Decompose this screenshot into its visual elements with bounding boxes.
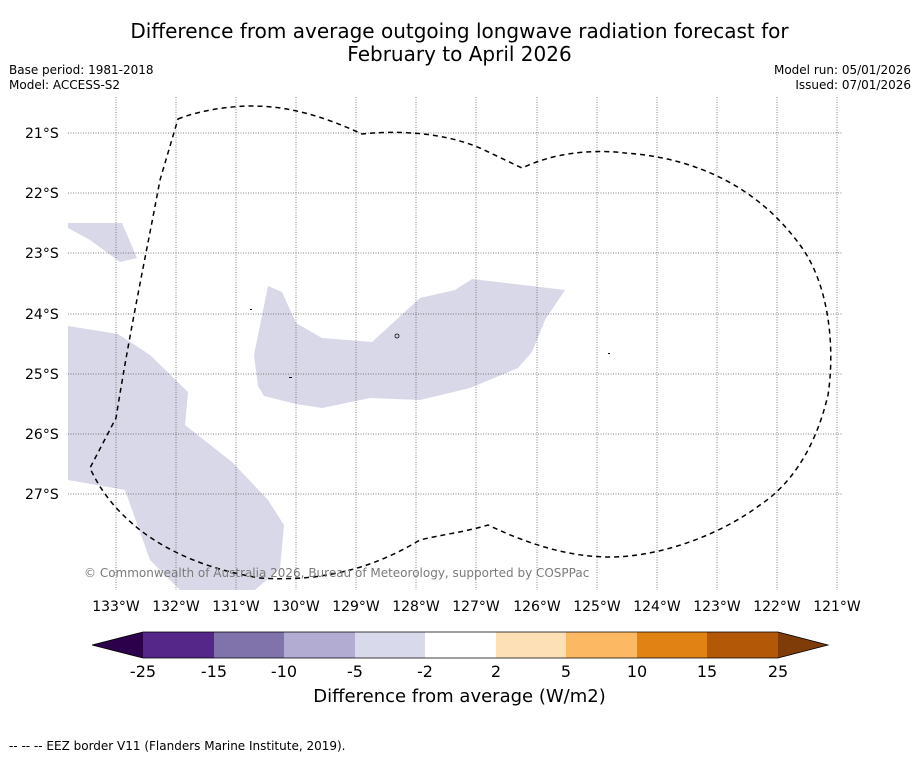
colorbar-outline bbox=[91, 631, 830, 659]
base-period: Base period: 1981-2018 bbox=[9, 63, 154, 77]
colorbar-tick: 5 bbox=[561, 662, 571, 681]
lat-label: 24°S bbox=[25, 307, 59, 323]
model-name: Model: ACCESS-S2 bbox=[9, 78, 121, 92]
lon-label: 121°W bbox=[813, 599, 861, 615]
lon-label: 132°W bbox=[152, 599, 200, 615]
lat-label: 22°S bbox=[25, 186, 59, 202]
colorbar-tick: -15 bbox=[201, 662, 227, 681]
eez-legend-note: -- -- -- EEZ border V11 (Flanders Marine… bbox=[9, 739, 346, 753]
colorbar-tick: -25 bbox=[130, 662, 156, 681]
colorbar-title: Difference from average (W/m2) bbox=[313, 686, 606, 707]
lat-label: 23°S bbox=[25, 246, 59, 262]
colorbar-tick: 25 bbox=[768, 662, 788, 681]
lon-label: 123°W bbox=[693, 599, 741, 615]
map-copyright: © Commonwealth of Australia 2026, Bureau… bbox=[84, 566, 589, 580]
colorbar-segment bbox=[496, 632, 566, 658]
artifact-dot bbox=[289, 377, 292, 378]
lat-label: 25°S bbox=[25, 367, 59, 383]
colorbar-segment bbox=[707, 632, 778, 658]
colorbar-tick: -10 bbox=[271, 662, 297, 681]
colorbar-segment bbox=[637, 632, 707, 658]
artifact-dot bbox=[250, 309, 252, 310]
meta-right: Model run: 05/01/2026 Issued: 07/01/2026 bbox=[774, 63, 911, 93]
colorbar-segment bbox=[425, 632, 496, 658]
lon-label: 130°W bbox=[272, 599, 320, 615]
map-title-line1: Difference from average outgoing longwav… bbox=[130, 19, 789, 43]
lon-label: 122°W bbox=[753, 599, 801, 615]
latitude-labels: 21°S 22°S 23°S 24°S 25°S 26°S 27°S bbox=[25, 126, 59, 503]
longitude-labels: 133°W 132°W 131°W 130°W 129°W 128°W 127°… bbox=[92, 599, 861, 615]
colorbar: -25 -15 -10 -5 -2 2 5 10 15 25 bbox=[91, 631, 830, 681]
lat-label: 27°S bbox=[25, 487, 59, 503]
map-title-line2: February to April 2026 bbox=[347, 42, 572, 66]
colorbar-tick: -5 bbox=[347, 662, 363, 681]
eez-border bbox=[89, 105, 832, 580]
map-artifacts bbox=[250, 309, 610, 378]
anomaly-region-central bbox=[254, 279, 565, 408]
lon-label: 128°W bbox=[392, 599, 440, 615]
graticule bbox=[68, 97, 842, 590]
lon-label: 124°W bbox=[633, 599, 681, 615]
lon-label: 129°W bbox=[332, 599, 380, 615]
artifact-ring bbox=[394, 333, 400, 339]
lon-label: 126°W bbox=[513, 599, 561, 615]
colorbar-segment bbox=[566, 632, 637, 658]
meta-left: Base period: 1981-2018 Model: ACCESS-S2 bbox=[9, 63, 154, 93]
anomaly-regions bbox=[68, 223, 565, 590]
issued-date: Issued: 07/01/2026 bbox=[795, 78, 911, 92]
lon-label: 133°W bbox=[92, 599, 140, 615]
lon-label: 127°W bbox=[452, 599, 500, 615]
colorbar-segment bbox=[284, 632, 355, 658]
artifact-dot bbox=[608, 353, 610, 354]
lon-label: 125°W bbox=[573, 599, 621, 615]
colorbar-tick: 10 bbox=[627, 662, 647, 681]
colorbar-tick: 15 bbox=[697, 662, 717, 681]
colorbar-segment bbox=[214, 632, 284, 658]
model-run: Model run: 05/01/2026 bbox=[773, 63, 911, 77]
anomaly-region-northwest bbox=[68, 223, 137, 262]
lat-label: 21°S bbox=[25, 126, 59, 142]
lat-label: 26°S bbox=[25, 427, 59, 443]
lon-label: 131°W bbox=[212, 599, 260, 615]
colorbar-extend-high bbox=[778, 632, 828, 658]
colorbar-segment bbox=[143, 632, 214, 658]
colorbar-tick: -2 bbox=[417, 662, 433, 681]
colorbar-tick: 2 bbox=[491, 662, 501, 681]
colorbar-segment bbox=[355, 632, 425, 658]
colorbar-extend-low bbox=[92, 632, 143, 658]
